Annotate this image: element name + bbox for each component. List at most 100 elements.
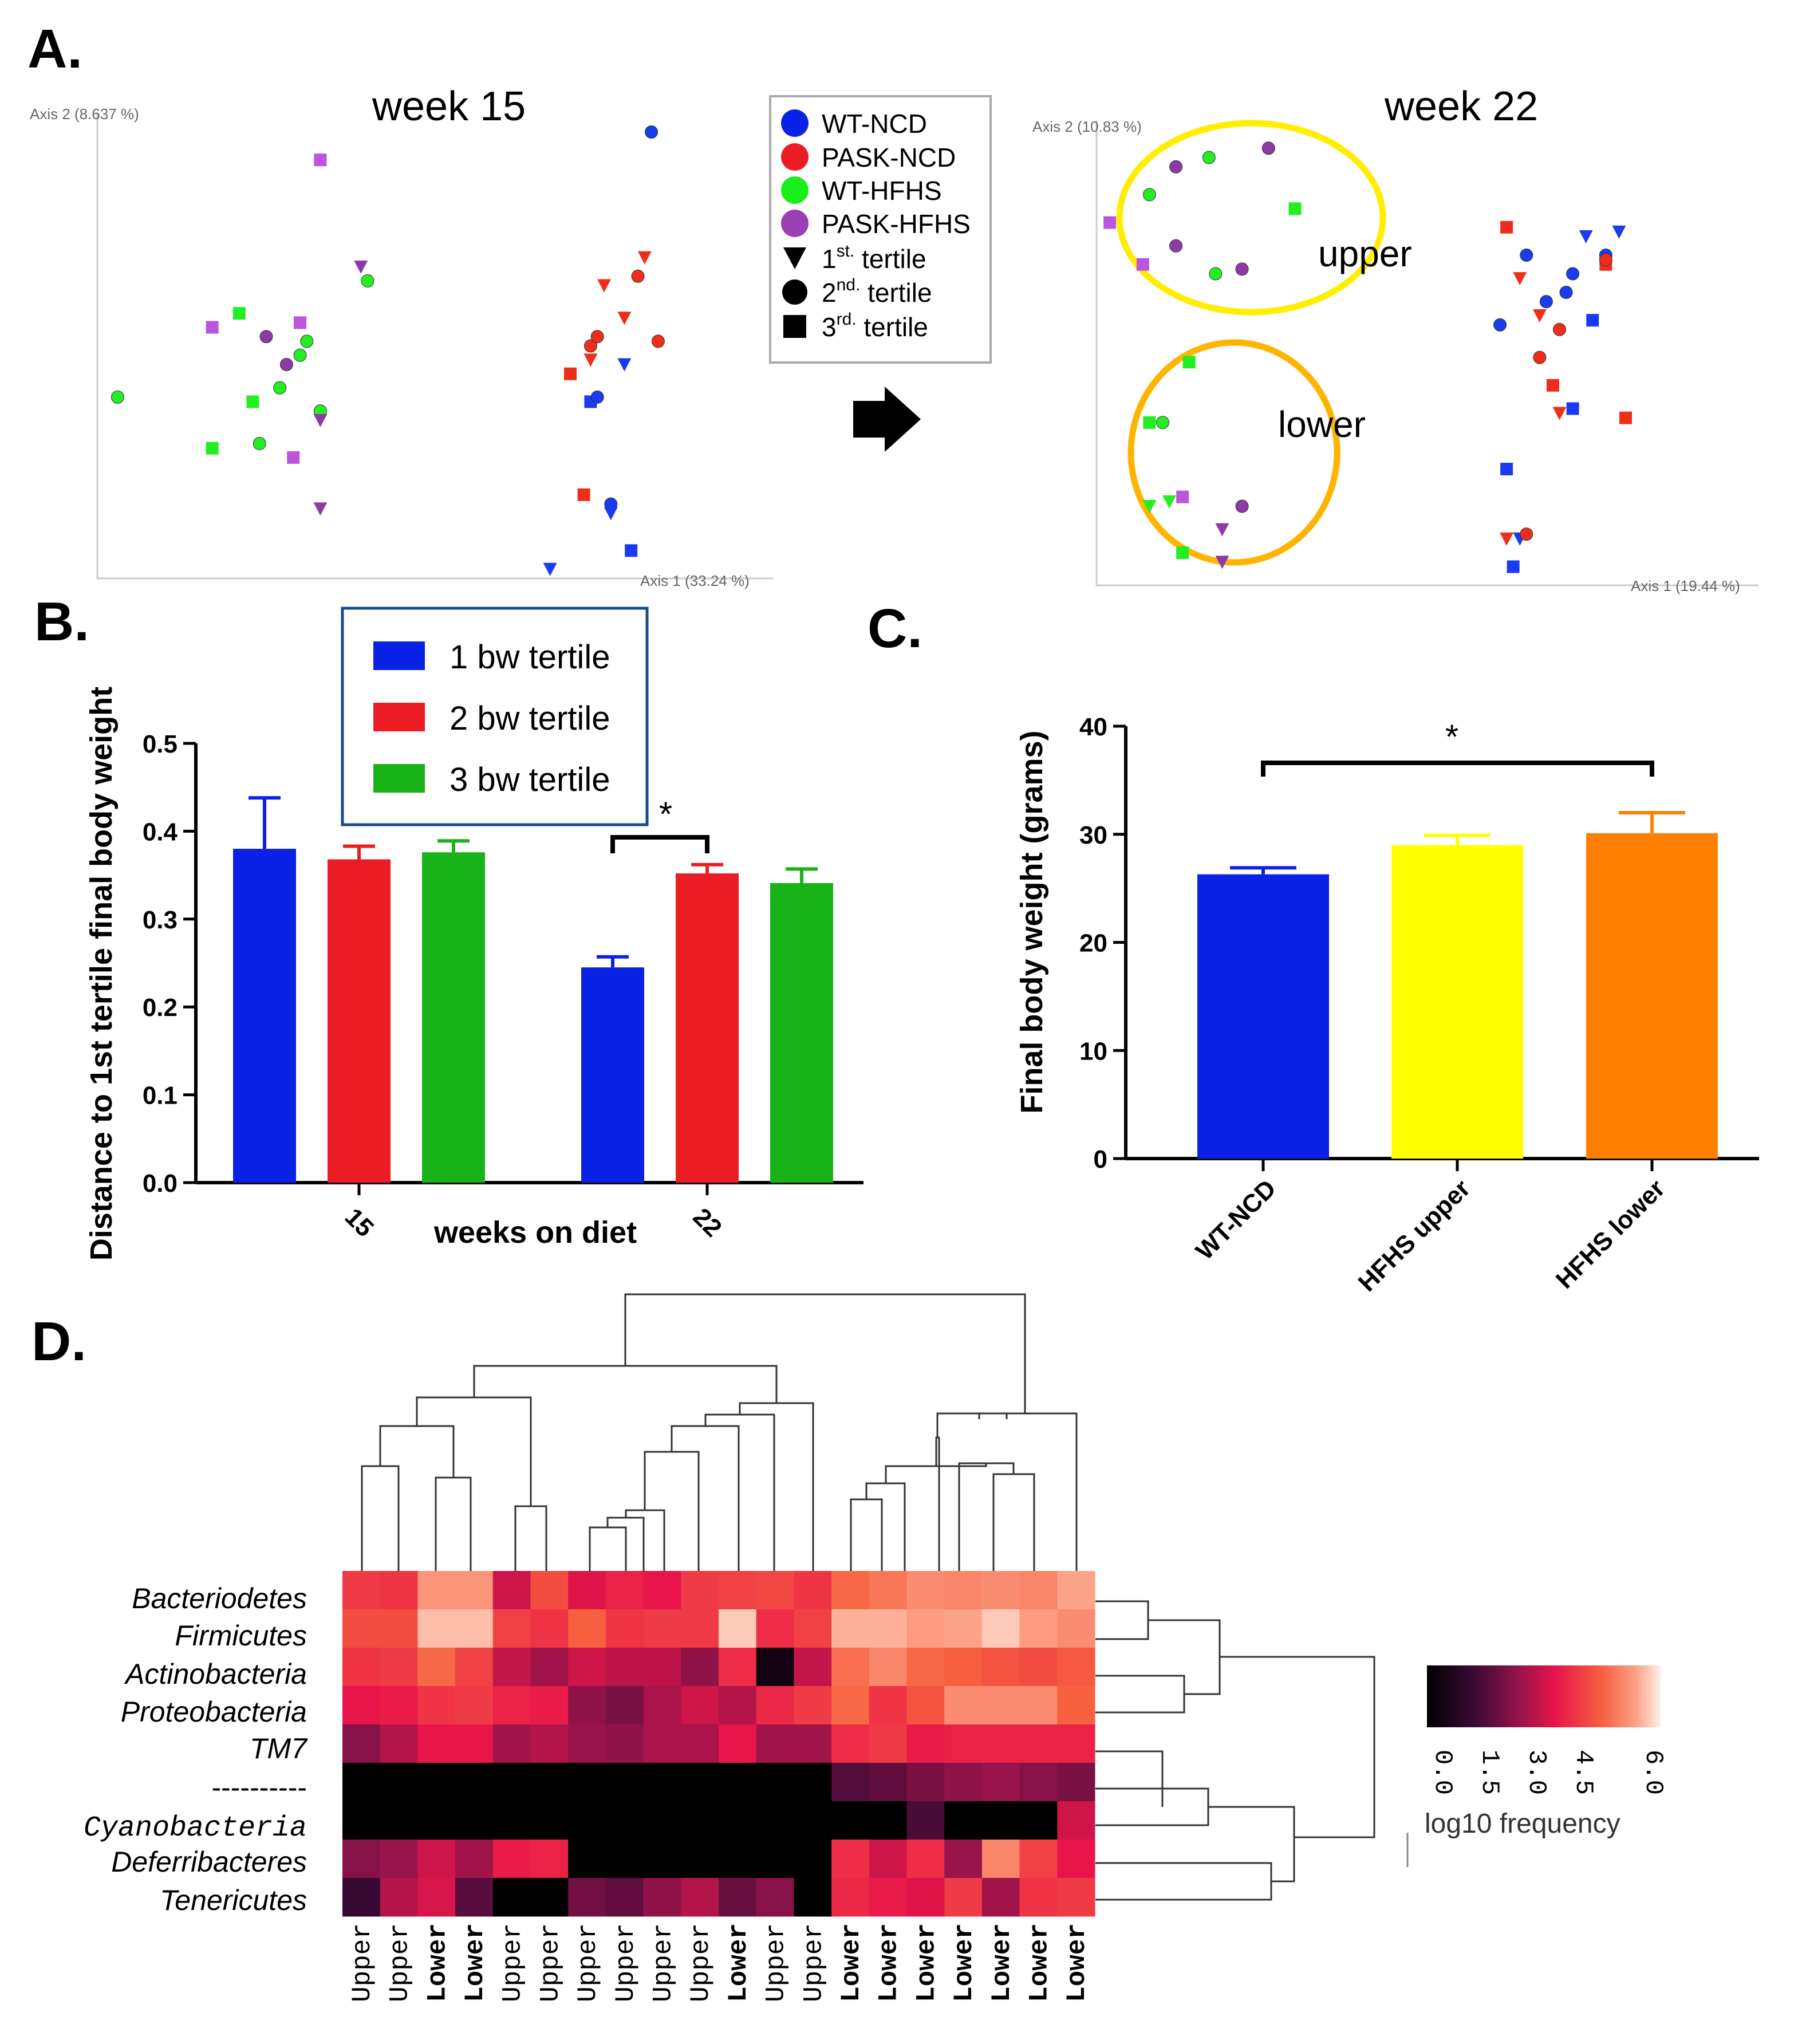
pcoa-week15-point-23 xyxy=(597,279,611,293)
pcoa-week22-point-29 xyxy=(1552,407,1567,420)
pcoa-week15-point-26 xyxy=(637,251,652,265)
heatmap-cell-0-19 xyxy=(1057,1571,1095,1610)
legend-wt-ncd-label: WT-NCD xyxy=(822,109,927,139)
heatmap-column-label-12: Upper xyxy=(799,1923,829,2002)
heatmap-cell-3-15 xyxy=(906,1686,945,1725)
heatmap-cell-5-1 xyxy=(380,1763,418,1802)
panel-c-ytick-label-0: 0 xyxy=(1094,1145,1107,1173)
pcoa-week22-point-32 xyxy=(1579,230,1593,243)
heatmap-cell-0-9 xyxy=(681,1571,719,1610)
pcoa-week15-xaxis-label: Axis 1 (33.24 %) xyxy=(640,572,750,589)
heatmap-cell-6-0 xyxy=(342,1801,381,1840)
heatmap-column-label-17: Lower xyxy=(987,1923,1017,2002)
heatmap-cell-1-7 xyxy=(605,1609,644,1648)
heatmap-cell-5-5 xyxy=(530,1763,569,1802)
legend-tertile2-label: 2nd. tertile xyxy=(822,275,932,308)
row-label-deferribacteres: Deferribacteres xyxy=(111,1846,307,1878)
heatmap-cell-0-1 xyxy=(380,1571,418,1610)
heatmap-cell-3-13 xyxy=(831,1686,870,1725)
heatmap-column-label-7: Upper xyxy=(611,1923,641,2002)
panel-b-xlabel: weeks on diet xyxy=(433,1215,637,1250)
heatmap-column-labels: Upper Upper Lower Lower Upper Upper Upper Upper… xyxy=(348,1923,1092,2002)
heatmap-cell-1-8 xyxy=(643,1609,681,1648)
heatmap-cell-5-14 xyxy=(869,1763,907,1802)
heatmap-cell-0-2 xyxy=(417,1571,456,1610)
heatmap-cell-2-5 xyxy=(530,1648,569,1687)
pcoa-week22-point-41 xyxy=(1500,532,1514,546)
heatmap-cell-2-13 xyxy=(831,1648,870,1687)
heatmap-cell-3-0 xyxy=(342,1686,381,1725)
row-label-bacteriodetes: Bacteriodetes xyxy=(132,1582,307,1614)
heatmap-cell-6-7 xyxy=(605,1801,644,1840)
panel-b-bar-2-0 xyxy=(422,852,485,1183)
heatmap-cell-2-12 xyxy=(794,1648,832,1687)
panel-b-significance-bracket xyxy=(610,835,709,853)
pcoa-week15-point-36 xyxy=(645,125,659,139)
pcoa-week15-point-10 xyxy=(206,321,219,334)
heatmap-cell-1-9 xyxy=(681,1609,719,1648)
heatmap-cell-3-1 xyxy=(380,1686,418,1725)
heatmap-cell-0-7 xyxy=(605,1571,644,1610)
heatmap-cell-6-19 xyxy=(1057,1801,1095,1840)
heatmap-cell-6-10 xyxy=(719,1801,757,1840)
heatmap-cell-3-17 xyxy=(981,1686,1020,1725)
heatmap-cell-2-0 xyxy=(342,1648,381,1687)
heatmap-cell-7-11 xyxy=(756,1840,794,1878)
heatmap-column-label-14: Lower xyxy=(874,1923,904,2002)
heatmap-cell-1-15 xyxy=(906,1609,945,1648)
heatmap-cell-1-17 xyxy=(981,1609,1020,1648)
heatmap-column-label-18: Lower xyxy=(1024,1923,1054,2002)
colorbar-tick-1: 1.5 xyxy=(1475,1750,1504,1795)
pcoa-legend: WT-NCD PASK-NCD WT-HFHS PASK-HFHS 1st. t… xyxy=(769,95,992,364)
heatmap-cell-8-7 xyxy=(605,1878,644,1917)
heatmap-cell-7-1 xyxy=(380,1840,418,1878)
heatmap-cell-6-5 xyxy=(530,1801,569,1840)
heatmap-cell-5-18 xyxy=(1019,1763,1058,1802)
heatmap-column-label-2: Lower xyxy=(423,1923,452,2002)
pcoa-week22-point-37 xyxy=(1599,253,1612,267)
heatmap-cell-4-9 xyxy=(681,1724,719,1763)
heatmap-cell-6-1 xyxy=(380,1801,418,1840)
heatmap-cell-3-4 xyxy=(492,1686,531,1725)
pcoa-week22-point-12 xyxy=(1156,416,1169,430)
pcoa-week15-point-14 xyxy=(287,451,300,464)
heatmap-cell-8-17 xyxy=(981,1878,1020,1917)
heatmap-cell-6-8 xyxy=(643,1801,681,1840)
heatmap-cell-2-8 xyxy=(643,1648,681,1687)
pcoa-week15-point-11 xyxy=(259,330,273,344)
panel-c-bar-0 xyxy=(1197,874,1329,1159)
colorbar-gradient xyxy=(1427,1665,1661,1727)
heatmap-cell-6-16 xyxy=(944,1801,983,1840)
pcoa-week22-point-44 xyxy=(1507,560,1520,573)
heatmap-column-label-6: Upper xyxy=(573,1923,603,2002)
row-label-actinobacteria: Actinobacteria xyxy=(124,1658,307,1690)
heatmap-cell-1-14 xyxy=(869,1609,907,1648)
heatmap-cell-3-9 xyxy=(681,1686,719,1725)
panel-c-xtick-label-2: HFHS lower xyxy=(1551,1174,1670,1294)
heatmap-cell-4-3 xyxy=(455,1724,494,1763)
panel-c-ytick-label-3: 30 xyxy=(1079,821,1107,849)
pcoa-week15-point-19 xyxy=(564,367,577,380)
pcoa-week22-point-43 xyxy=(1520,527,1533,541)
heatmap-column-label-4: Upper xyxy=(498,1923,528,2002)
heatmap-cell-0-6 xyxy=(568,1571,606,1610)
panel-c-letter: C. xyxy=(868,598,922,659)
panel-b-bar-0-0 xyxy=(233,849,296,1183)
panel-c-bar-2 xyxy=(1586,833,1718,1159)
heatmap-cell-8-4 xyxy=(492,1878,531,1917)
pcoa-week22-point-0 xyxy=(1103,216,1117,229)
heatmap-cell-1-2 xyxy=(417,1609,456,1648)
heatmap-cell-5-2 xyxy=(417,1763,456,1802)
heatmap-cell-6-15 xyxy=(906,1801,945,1840)
pcoa-week22-point-23 xyxy=(1493,318,1507,332)
pcoa-week22-points xyxy=(1103,141,1632,573)
heatmap-cell-4-10 xyxy=(719,1724,757,1763)
legend-tertile2-marker xyxy=(782,279,807,305)
pcoa-week22-point-10 xyxy=(1182,356,1196,369)
row-label-unassigned: ---------- xyxy=(211,1771,307,1803)
panel-b-ytick-label-5: 0.5 xyxy=(143,730,178,758)
panel-b-significance-star: * xyxy=(659,795,672,833)
heatmap-column-label-0: Upper xyxy=(348,1923,377,2002)
row-label-tenericutes: Tenericutes xyxy=(160,1884,307,1916)
